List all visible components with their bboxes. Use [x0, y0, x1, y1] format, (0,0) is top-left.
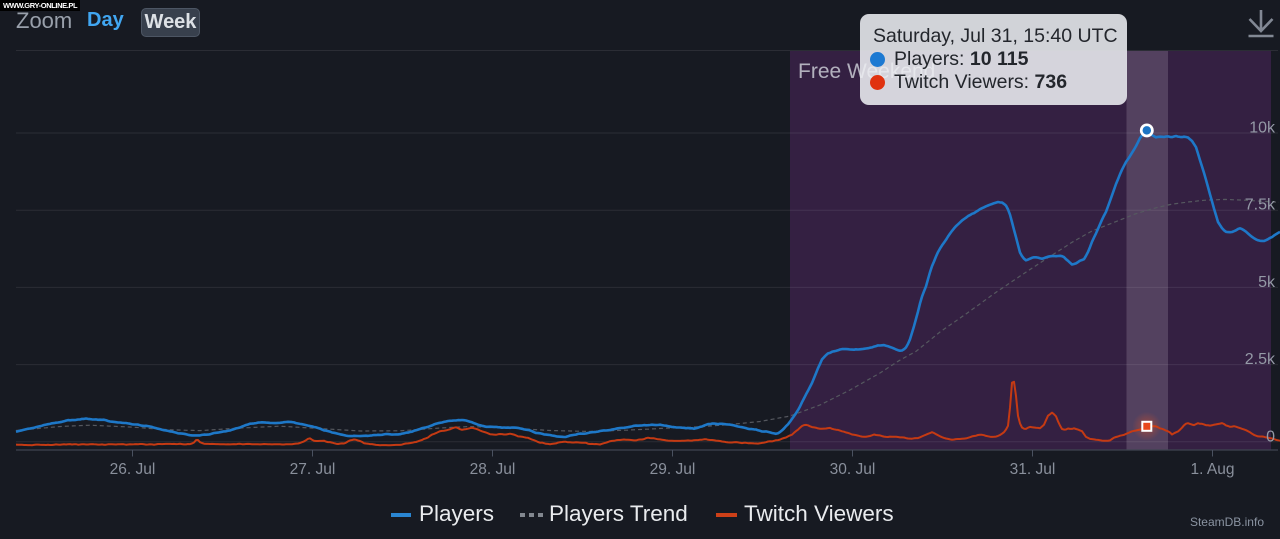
- svg-text:30. Jul: 30. Jul: [830, 461, 876, 478]
- svg-text:0: 0: [1266, 428, 1275, 445]
- svg-text:27. Jul: 27. Jul: [290, 461, 336, 478]
- svg-text:7.5k: 7.5k: [1245, 197, 1276, 214]
- svg-text:10k: 10k: [1249, 120, 1276, 137]
- svg-text:28. Jul: 28. Jul: [470, 461, 516, 478]
- svg-text:26. Jul: 26. Jul: [110, 461, 156, 478]
- svg-text:1. Aug: 1. Aug: [1191, 461, 1235, 478]
- svg-text:29. Jul: 29. Jul: [650, 461, 696, 478]
- svg-text:5k: 5k: [1258, 274, 1276, 291]
- svg-text:31. Jul: 31. Jul: [1010, 461, 1056, 478]
- svg-text:2.5k: 2.5k: [1245, 351, 1276, 368]
